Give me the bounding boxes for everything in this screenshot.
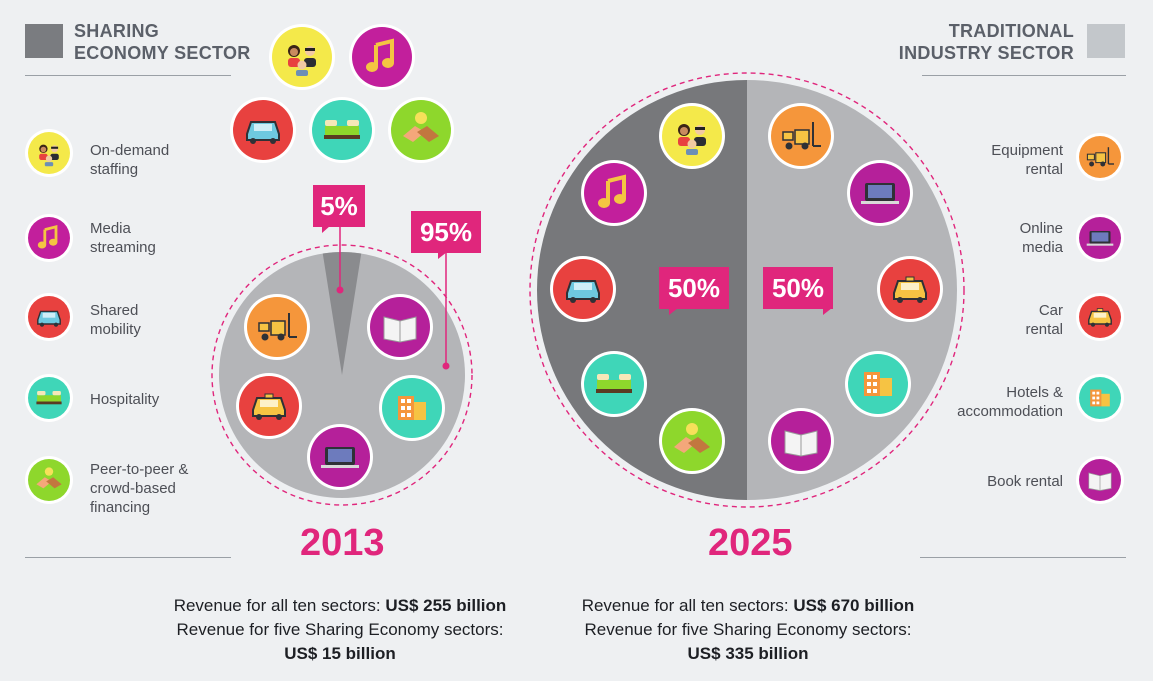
pct-label-2013-traditional: 95% — [411, 211, 481, 253]
revenue-sharing-label-2013: Revenue for five Sharing Economy sectors… — [176, 620, 504, 639]
top-music-note-icon — [349, 24, 415, 90]
legend-label-staffing: On-demand staffing — [90, 142, 170, 178]
legend-people-icon — [25, 129, 73, 177]
top-people-icon — [269, 24, 335, 90]
pct-label-2013-sharing: 5% — [313, 185, 365, 227]
legend-label-shared-mobility: Shared mobility — [90, 302, 141, 338]
pie-2025-music-note-icon — [581, 160, 647, 226]
top-car-icon — [230, 97, 296, 163]
top-bed-icon — [309, 97, 375, 163]
legend-handshake-icon — [25, 456, 73, 504]
legend-bed-icon — [25, 374, 73, 422]
legend-taxi-icon — [1076, 293, 1124, 341]
revenue-all-2013: Revenue for all ten sectors: US$ 255 bil… — [173, 596, 507, 615]
right-header-line1: TRADITIONAL — [948, 21, 1074, 41]
pie-2013-taxi-icon — [236, 373, 302, 439]
pct-label-2025-sharing: 50% — [659, 267, 729, 309]
right-header-swatch — [1087, 24, 1125, 58]
right-header-line2: INDUSTRY SECTOR — [898, 43, 1074, 63]
legend-label-car-rental: Car rental — [1025, 302, 1063, 338]
legend-label-equipment-rental: Equipment rental — [991, 142, 1063, 178]
legend-book-icon — [1076, 456, 1124, 504]
left-bottom-rule — [25, 557, 231, 558]
revenue-sharing-value-2013: US$ 15 billion — [284, 644, 396, 663]
right-header-rule — [922, 75, 1126, 76]
pie-2025-bed-icon — [581, 351, 647, 417]
leader-dot-2013-sharing — [336, 286, 344, 294]
right-header-title: TRADITIONAL INDUSTRY SECTOR — [899, 20, 1074, 64]
legend-label-book-rental: Book rental — [987, 473, 1063, 490]
legend-label-hotels: Hotels & accommodation — [957, 384, 1063, 420]
pct-label-2025-traditional: 50% — [763, 267, 833, 309]
legend-label-hospitality: Hospitality — [90, 391, 160, 408]
legend-label-financing: Peer-to-peer & crowd-based financing — [90, 461, 189, 516]
year-label-2013: 2013 — [300, 522, 385, 564]
revenue-sharing-label-2025: Revenue for five Sharing Economy sectors… — [584, 620, 912, 639]
pie-2025-laptop-icon — [847, 160, 913, 226]
left-header-rule — [25, 75, 231, 76]
legend-forklift-icon — [1076, 133, 1124, 181]
callout-tail-2025-traditional — [823, 308, 832, 315]
pie-2013-dashed-ring — [211, 244, 473, 506]
right-bottom-rule — [920, 557, 1126, 558]
callout-tail-2013-sharing — [322, 226, 330, 233]
pie-2025-taxi-icon — [877, 256, 943, 322]
revenue-sharing-value-2025: US$ 335 billion — [687, 644, 809, 663]
pie-2013-forklift-icon — [244, 294, 310, 360]
left-header-swatch — [25, 24, 63, 58]
revenue-block-2013: Revenue for all ten sectors: US$ 255 bil… — [120, 594, 560, 666]
legend-label-online-media: Online media — [1019, 220, 1063, 256]
legend-hotel-icon — [1076, 374, 1124, 422]
legend-laptop-icon — [1076, 214, 1124, 262]
pie-2025-hotel-icon — [845, 351, 911, 417]
pie-2025-handshake-icon — [659, 408, 725, 474]
pie-2013-book-icon — [367, 294, 433, 360]
legend-label-media-streaming: Media streaming — [90, 220, 156, 256]
revenue-all-2025: Revenue for all ten sectors: US$ 670 bil… — [581, 596, 915, 615]
left-header-title: SHARING ECONOMY SECTOR — [74, 20, 251, 64]
callout-tail-2025-sharing — [669, 308, 678, 315]
left-header-line1: SHARING — [74, 21, 160, 41]
pie-2025-book-icon — [768, 408, 834, 474]
legend-music-note-icon — [25, 214, 73, 262]
legend-car-icon — [25, 293, 73, 341]
leader-dot-2013-traditional — [442, 362, 450, 370]
pie-2013-hotel-icon — [379, 375, 445, 441]
pie-2013-laptop-icon — [307, 424, 373, 490]
callout-tail-2013-traditional — [438, 252, 447, 259]
pie-2025-car-icon — [550, 256, 616, 322]
top-handshake-icon — [388, 97, 454, 163]
year-label-2025: 2025 — [708, 522, 793, 564]
pie-2013-slice-sharing — [322, 252, 362, 375]
revenue-block-2025: Revenue for all ten sectors: US$ 670 bil… — [528, 594, 968, 666]
pie-2025-people-icon — [659, 103, 725, 169]
pie-2025-dashed-ring — [529, 72, 965, 508]
pie-2025-forklift-icon — [768, 103, 834, 169]
left-header-line2: ECONOMY SECTOR — [74, 43, 251, 63]
